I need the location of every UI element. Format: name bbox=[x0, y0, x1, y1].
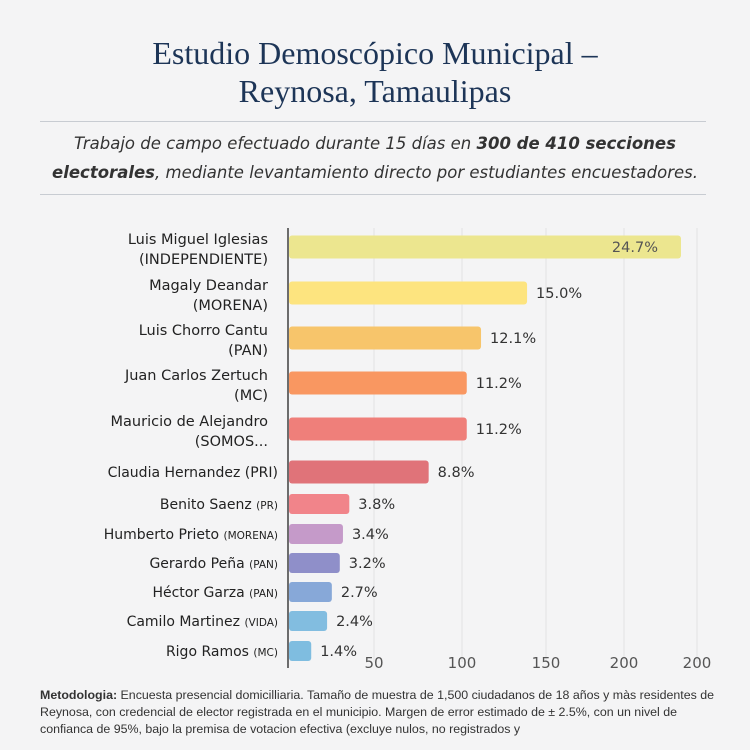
category-label: Humberto Prieto (MORENA) bbox=[104, 527, 278, 543]
x-tick-label: 200 bbox=[683, 654, 712, 672]
bar bbox=[289, 460, 429, 484]
x-tick-label: 200 bbox=[610, 654, 639, 672]
category-label: Mauricio de Alejandro bbox=[111, 414, 269, 430]
candidate-name: Claudia Hernandez bbox=[108, 465, 245, 481]
bar bbox=[289, 235, 681, 259]
data-label: 3.4% bbox=[352, 527, 389, 543]
bar bbox=[289, 641, 312, 661]
subtitle-text: , mediante levantamiento directo por est… bbox=[155, 163, 698, 182]
candidate-name: Benito Saenz bbox=[160, 497, 256, 513]
bar bbox=[289, 553, 340, 573]
category-label: Claudia Hernandez (PRI) bbox=[108, 465, 278, 481]
methodology-text: Encuesta presencial domicilliaria. Tamañ… bbox=[40, 688, 715, 736]
category-label: Luis Miguel Iglesias bbox=[128, 232, 268, 248]
data-label: 11.2% bbox=[476, 422, 522, 438]
category-label-party: (MORENA) bbox=[193, 298, 268, 314]
bar bbox=[289, 281, 528, 305]
category-label-party: (PAN) bbox=[228, 343, 268, 359]
data-label: 11.2% bbox=[476, 376, 522, 392]
data-label: 24.7% bbox=[612, 240, 658, 256]
chart-title: Estudio Demoscópico Municipal – Reynosa, … bbox=[0, 34, 750, 110]
party-name: (VIDA) bbox=[244, 617, 278, 629]
subtitle-text: Trabajo de campo efectuado durante 15 dí… bbox=[74, 134, 477, 153]
bar bbox=[289, 494, 350, 514]
bar-chart: 50 100 150 200 200 24.7% Luis Miguel Iglesias (… bbox=[104, 228, 712, 672]
bar bbox=[289, 582, 332, 602]
bar bbox=[289, 371, 467, 395]
category-label-party: (SOMOS... bbox=[195, 434, 268, 450]
bar bbox=[289, 326, 482, 350]
data-label: 3.2% bbox=[349, 556, 386, 572]
bar bbox=[289, 524, 343, 544]
party-name: (PAN) bbox=[249, 588, 278, 600]
methodology-label: Metodologia: bbox=[40, 688, 118, 702]
candidate-name: Camilo Martinez bbox=[127, 614, 245, 630]
data-label: 3.8% bbox=[358, 497, 395, 513]
subtitle-bold: electorales bbox=[52, 163, 155, 182]
category-label: Gerardo Peña (PAN) bbox=[149, 556, 278, 572]
candidate-name: Gerardo Peña bbox=[149, 556, 249, 572]
candidate-name: Héctor Garza bbox=[152, 585, 249, 601]
methodology-note: Metodologia: Encuesta presencial domicil… bbox=[40, 687, 730, 738]
party-name: (MC) bbox=[253, 647, 278, 659]
category-label: Juan Carlos Zertuch bbox=[124, 368, 268, 384]
x-tick-label: 50 bbox=[364, 654, 383, 672]
data-label: 8.8% bbox=[438, 465, 475, 481]
category-label: Luis Chorro Cantu bbox=[139, 323, 268, 339]
divider-top bbox=[40, 121, 706, 122]
x-tick-label: 150 bbox=[532, 654, 561, 672]
category-label: Héctor Garza (PAN) bbox=[152, 585, 278, 601]
bar bbox=[289, 611, 328, 631]
category-label-party: (MC) bbox=[234, 388, 268, 404]
category-label: Rigo Ramos (MC) bbox=[166, 644, 278, 660]
candidate-name: Humberto Prieto bbox=[104, 527, 224, 543]
category-label: Camilo Martinez (VIDA) bbox=[127, 614, 278, 630]
party-name: (MORENA) bbox=[224, 530, 278, 542]
bar bbox=[289, 417, 467, 441]
category-label: Benito Saenz (PR) bbox=[160, 497, 278, 513]
title-line-1: Estudio Demoscópico Municipal – bbox=[152, 35, 598, 71]
category-label: Magaly Deandar bbox=[149, 278, 268, 294]
data-label: 12.1% bbox=[490, 331, 536, 347]
party-name: (PRI) bbox=[245, 465, 278, 481]
category-label-party: (INDEPENDIENTE) bbox=[139, 252, 268, 268]
subtitle-bold: 300 de 410 secciones bbox=[476, 134, 676, 153]
candidate-name: Rigo Ramos bbox=[166, 644, 253, 660]
data-label: 1.4% bbox=[320, 644, 357, 660]
data-label: 15.0% bbox=[536, 286, 582, 302]
data-label: 2.7% bbox=[341, 585, 378, 601]
data-label: 2.4% bbox=[336, 614, 373, 630]
party-name: (PAN) bbox=[249, 559, 278, 571]
divider-bottom bbox=[40, 194, 706, 195]
subtitle: Trabajo de campo efectuado durante 15 dí… bbox=[30, 129, 720, 187]
party-name: (PR) bbox=[256, 500, 278, 512]
title-line-2: Reynosa, Tamaulipas bbox=[238, 73, 512, 109]
x-tick-label: 100 bbox=[448, 654, 477, 672]
